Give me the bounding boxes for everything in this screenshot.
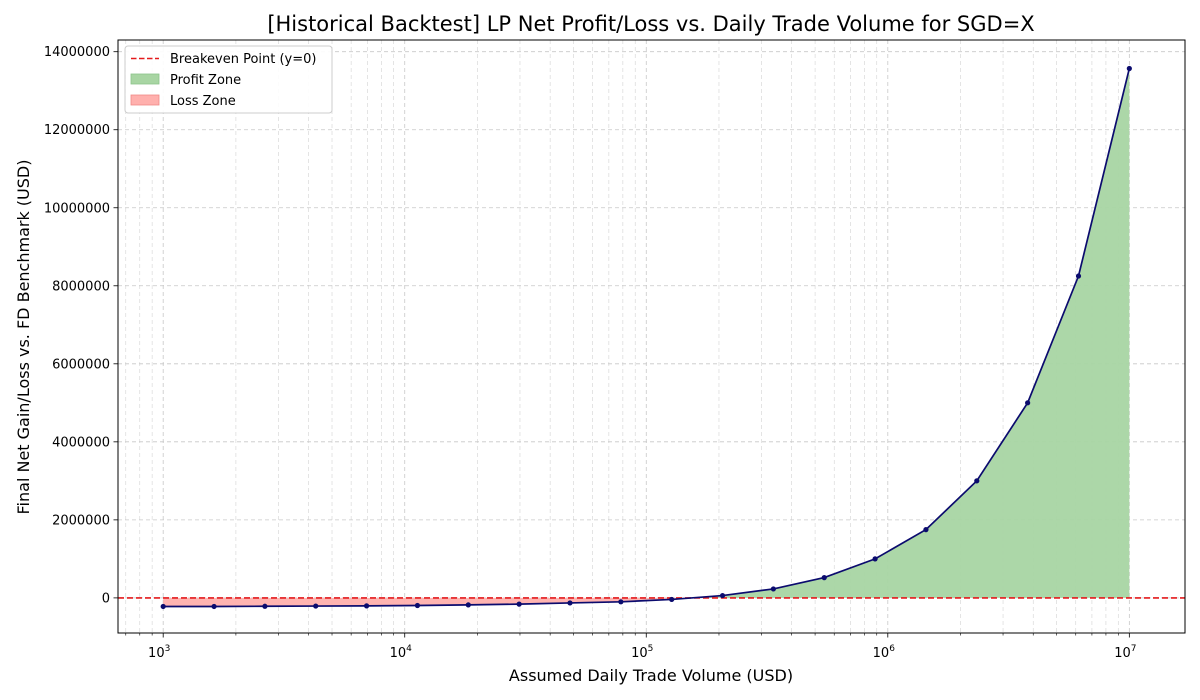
legend-label-profit: Profit Zone: [170, 73, 241, 88]
legend-label-loss: Loss Zone: [170, 94, 236, 109]
loss-zone-area: [163, 597, 693, 607]
y-tick-label: 12000000: [44, 123, 110, 138]
legend: Breakeven Point (y=0) Profit Zone Loss Z…: [124, 45, 333, 114]
legend-swatch-loss: [130, 94, 160, 106]
y-tick-label: 14000000: [44, 45, 110, 60]
data-point: [211, 603, 217, 610]
y-tick-label: 2000000: [52, 513, 110, 528]
x-tick-label: 103: [148, 644, 170, 661]
data-point: [923, 527, 929, 533]
profit-zone-area: [692, 68, 1130, 598]
y-axis-label: Final Net Gain/Loss vs. FD Benchmark (US…: [14, 160, 33, 515]
legend-swatch-profit: [130, 73, 160, 85]
legend-label-breakeven: Breakeven Point (y=0): [170, 52, 316, 67]
x-tick-label: 106: [873, 644, 896, 661]
series-line: [163, 68, 1131, 608]
plot-frame: [117, 39, 1186, 634]
data-point: [1075, 273, 1082, 279]
y-tick-label: 0: [102, 591, 110, 606]
data-point: [414, 602, 421, 609]
data-point: [160, 603, 166, 610]
data-point: [669, 596, 675, 603]
data-point: [567, 600, 573, 606]
y-tick-label: 6000000: [52, 357, 110, 372]
x-tick-label: 104: [390, 644, 413, 661]
chart-title: [Historical Backtest] LP Net Profit/Loss…: [267, 12, 1034, 36]
fill-layer: [163, 68, 1130, 607]
y-tick-label: 4000000: [52, 435, 110, 450]
data-point: [770, 586, 776, 592]
data-point: [363, 603, 370, 609]
data-point: [719, 592, 726, 599]
x-tick-label: 107: [1114, 644, 1136, 661]
data-point: [516, 601, 522, 607]
data-point: [872, 556, 878, 562]
points-layer: [160, 65, 1132, 610]
line-layer: [118, 68, 1185, 608]
data-point: [313, 603, 319, 609]
data-point: [618, 599, 624, 605]
data-point: [262, 603, 268, 609]
legend-box: [124, 45, 333, 114]
data-point: [1126, 65, 1132, 72]
data-point: [974, 478, 980, 484]
ticks-layer: 103 104 105 106 107 0 2000000 4000000 6000000 800…: [44, 45, 1137, 661]
x-axis-label: Assumed Daily Trade Volume (USD): [509, 666, 793, 685]
x-tick-label: 105: [631, 644, 653, 661]
data-point: [465, 602, 471, 608]
data-point: [821, 575, 827, 581]
y-tick-label: 10000000: [44, 201, 110, 216]
y-tick-label: 8000000: [52, 279, 110, 294]
data-point: [1025, 400, 1031, 406]
